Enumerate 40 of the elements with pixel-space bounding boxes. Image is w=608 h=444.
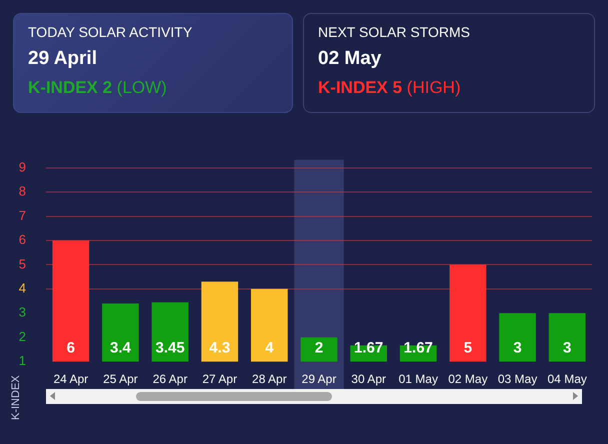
y-tick-label: 8 [18, 184, 26, 199]
x-tick-label: 26 Apr [152, 372, 188, 386]
y-tick-label: 9 [18, 159, 26, 174]
data-label: 4 [265, 340, 274, 357]
y-tick-label: 2 [18, 328, 26, 344]
y-tick-label: 7 [18, 208, 26, 223]
x-tick-label: 03 May [498, 372, 538, 386]
data-label: 6 [66, 340, 75, 357]
y-tick-label: 6 [18, 232, 26, 248]
y-tick-label: 3 [18, 304, 26, 320]
text: TODAY SOLAR ACTIVITY [28, 24, 194, 40]
x-tick-label: 02 May [448, 372, 488, 386]
data-label: 5 [464, 340, 472, 357]
text: K-INDEX 5 [318, 78, 402, 97]
x-tick-label: 24 Apr [53, 372, 88, 386]
x-tick-label: 01 May [398, 372, 438, 386]
x-tick-label: 29 Apr [302, 372, 336, 386]
text: (LOW) [116, 78, 167, 97]
text: 29 April [28, 48, 98, 70]
text: 02 May [318, 48, 382, 70]
text: K-INDEX 2 [28, 78, 112, 97]
x-tick-label: 25 Apr [103, 372, 138, 386]
data-label: 3 [513, 340, 522, 357]
x-tick-label: 28 Apr [252, 372, 287, 386]
text: NEXT SOLAR STORMS [318, 24, 471, 40]
y-tick-label: 4 [18, 280, 26, 296]
data-label: 1.67 [354, 340, 384, 357]
x-tick-label: 27 Apr [202, 372, 238, 386]
y-axis-title: K-INDEX [10, 375, 22, 420]
x-tick-label: 04 May [548, 372, 587, 386]
y-tick-label: 1 [18, 353, 26, 368]
data-label: 2 [314, 340, 324, 357]
data-label: 4.3 [209, 340, 230, 357]
data-label: 3.45 [155, 340, 185, 357]
text: (HIGH) [406, 78, 461, 97]
x-tick-label: 30 Apr [351, 372, 386, 386]
data-label: 3.4 [110, 340, 132, 357]
data-label: 1.67 [404, 340, 433, 357]
y-tick-label: 5 [18, 256, 26, 272]
data-label: 3 [563, 340, 572, 357]
